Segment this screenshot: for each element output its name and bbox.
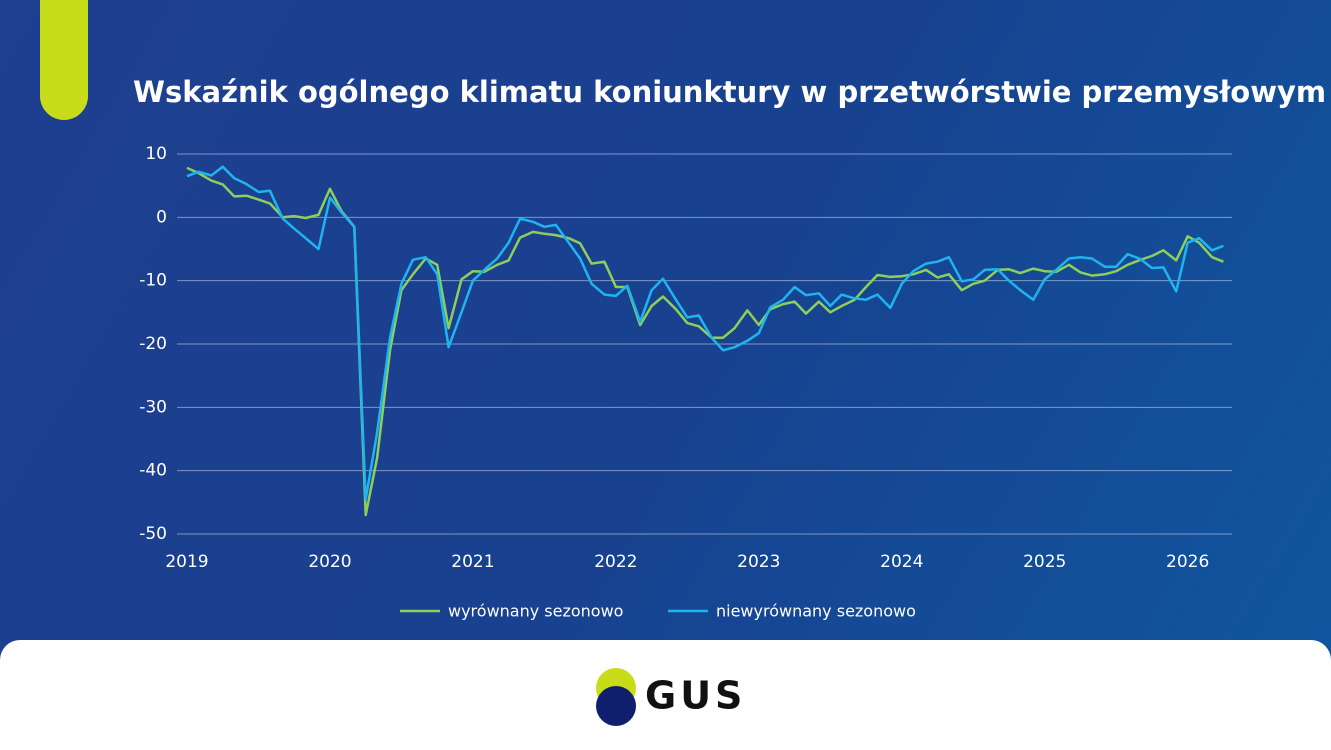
x-tick-label: 2020 (308, 552, 351, 572)
accent-tab (40, 0, 88, 120)
y-tick-label: 10 (145, 144, 167, 164)
chart-title: Wskaźnik ogólnego klimatu koniunktury w … (133, 75, 1326, 109)
y-tick-label: 0 (156, 207, 167, 227)
x-tick-label: 2021 (451, 552, 494, 572)
x-tick-label: 2019 (165, 552, 208, 572)
x-tick-label: 2026 (1166, 552, 1209, 572)
logo-text: GUS (645, 674, 746, 718)
y-tick-label: -20 (139, 334, 167, 354)
x-tick-label: 2025 (1023, 552, 1066, 572)
legend-label: niewyrównany sezonowo (716, 602, 916, 621)
y-tick-label: -30 (139, 397, 167, 417)
x-tick-label: 2023 (737, 552, 780, 572)
logo-circle (596, 686, 636, 726)
x-tick-label: 2022 (594, 552, 637, 572)
series-line (186, 166, 1224, 517)
y-tick-label: -10 (139, 271, 167, 291)
x-tick-label: 2024 (880, 552, 923, 572)
y-tick-label: -40 (139, 461, 167, 481)
legend-label: wyrównany sezonowo (448, 602, 623, 621)
footer (0, 640, 1331, 750)
series-line (186, 165, 1224, 501)
y-tick-label: -50 (139, 524, 167, 544)
